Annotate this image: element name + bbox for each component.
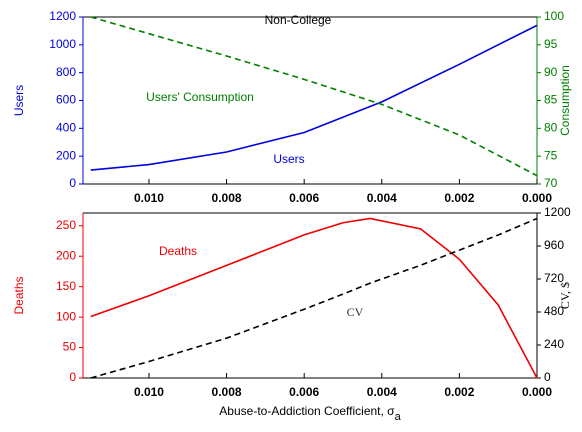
y2-tick-label: 720: [544, 271, 564, 285]
x-tick-label: 0.010: [134, 385, 164, 399]
x-tick-label: 0.006: [289, 385, 319, 399]
x-tick-label: 0.002: [444, 385, 474, 399]
series-line: [90, 16, 538, 177]
y2-axis-title: CV, $: [558, 282, 572, 309]
x-tick-label: 0.010: [134, 191, 164, 205]
series-line: [90, 24, 538, 171]
annotation: Users: [273, 152, 304, 166]
y-tick-label: 200: [56, 248, 76, 262]
x-tick-label: 0.004: [367, 191, 397, 205]
annotation: Deaths: [159, 244, 197, 258]
x-tick-label: 0.000: [522, 191, 552, 205]
y2-tick-label: 70: [544, 176, 558, 190]
y2-tick-label: 240: [544, 337, 564, 351]
y-axis-title: Users: [12, 85, 26, 116]
y-tick-label: 400: [56, 121, 76, 135]
annotation: Users' Consumption: [146, 90, 254, 104]
y-tick-label: 800: [56, 65, 76, 79]
y2-tick-label: 80: [544, 121, 558, 135]
x-tick-label: 0.002: [444, 191, 474, 205]
y2-tick-label: 95: [544, 37, 558, 51]
y2-tick-label: 90: [544, 65, 558, 79]
y2-tick-label: 0: [544, 370, 551, 384]
y2-tick-label: 480: [544, 304, 564, 318]
y-tick-label: 600: [56, 93, 76, 107]
y-axis-title: Deaths: [12, 276, 26, 314]
y2-axis-title: Consumption: [558, 65, 572, 136]
y-tick-label: 100: [56, 309, 76, 323]
x-tick-label: 0.006: [289, 191, 319, 205]
y-tick-label: 250: [56, 218, 76, 232]
y-tick-label: 1200: [49, 9, 76, 23]
series-line: [90, 217, 538, 379]
series-line: [90, 217, 538, 379]
y-tick-label: 150: [56, 279, 76, 293]
x-tick-label: 0.008: [212, 191, 242, 205]
x-axis-title: Abuse-to-Addiction Coefficient, σa: [219, 404, 401, 423]
x-axis-title-main: Abuse-to-Addiction Coefficient, σ: [219, 404, 395, 418]
y-tick-label: 50: [63, 340, 77, 354]
y2-tick-label: 1200: [544, 205, 571, 219]
x-tick-label: 0.000: [522, 385, 552, 399]
y2-tick-label: 75: [544, 148, 558, 162]
x-tick-label: 0.008: [212, 385, 242, 399]
x-axis-title-sub: a: [395, 411, 402, 423]
annotation: CV: [347, 305, 364, 319]
y-tick-label: 200: [56, 148, 76, 162]
chart-title: Non-College: [265, 13, 332, 27]
y-tick-label: 1000: [49, 37, 76, 51]
y2-tick-label: 85: [544, 93, 558, 107]
y2-tick-label: 960: [544, 238, 564, 252]
y2-tick-label: 100: [544, 9, 564, 23]
y-tick-label: 0: [69, 176, 76, 190]
y-tick-label: 0: [69, 370, 76, 384]
x-tick-label: 0.004: [367, 385, 397, 399]
